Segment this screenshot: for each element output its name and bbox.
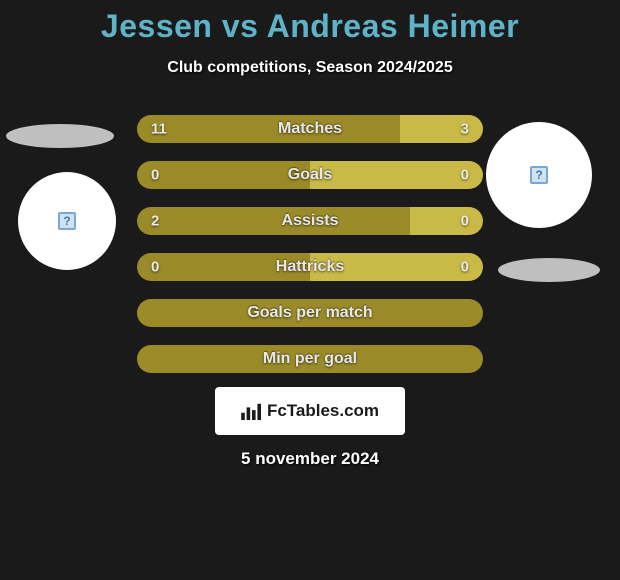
stat-bar-row: Min per goal [137, 345, 483, 373]
stat-bar-left-value: 0 [151, 167, 159, 184]
avatar-left: ? [18, 172, 116, 270]
stat-bar-left [137, 115, 400, 143]
stat-bar-left [137, 207, 410, 235]
date-label: 5 november 2024 [0, 449, 620, 469]
stat-bar-left-value: 0 [151, 259, 159, 276]
stat-bar-right [400, 115, 483, 143]
avatar-placeholder-icon: ? [530, 166, 548, 184]
stat-bar-right-value: 0 [461, 167, 469, 184]
stat-bar-label: Min per goal [263, 350, 357, 368]
stat-bar-right [410, 207, 483, 235]
subtitle: Club competitions, Season 2024/2025 [0, 59, 620, 77]
fctables-logo: FcTables.com [215, 387, 405, 435]
stat-bar-right-value: 0 [461, 259, 469, 276]
stat-bar-row: Goals per match [137, 299, 483, 327]
stat-bar-right [310, 161, 483, 189]
stat-bar-right-value: 0 [461, 213, 469, 230]
stat-bar-label: Hattricks [276, 258, 344, 276]
stat-bar-row: Matches 11 3 [137, 115, 483, 143]
stat-bar-label: Matches [278, 120, 342, 138]
decor-ellipse-top-left [6, 124, 114, 148]
logo-bars-icon [241, 402, 263, 420]
stat-bar-left [137, 161, 310, 189]
stat-bar-row: Hattricks 0 0 [137, 253, 483, 281]
decor-ellipse-bottom-right [498, 258, 600, 282]
stat-bar-label: Goals [288, 166, 332, 184]
stat-bar-row: Assists 2 0 [137, 207, 483, 235]
stats-bars: Matches113Goals00Assists20Hattricks00Goa… [137, 115, 483, 373]
stat-bar-label: Assists [282, 212, 339, 230]
stat-bar-left-value: 2 [151, 213, 159, 230]
stat-bar-right-value: 3 [461, 121, 469, 138]
page-title: Jessen vs Andreas Heimer [0, 0, 620, 45]
stat-bar-label: Goals per match [247, 304, 372, 322]
avatar-placeholder-icon: ? [58, 212, 76, 230]
logo-text: FcTables.com [267, 401, 379, 421]
stat-bar-row: Goals 0 0 [137, 161, 483, 189]
stat-bar-left-value: 11 [151, 121, 167, 138]
avatar-right: ? [486, 122, 592, 228]
